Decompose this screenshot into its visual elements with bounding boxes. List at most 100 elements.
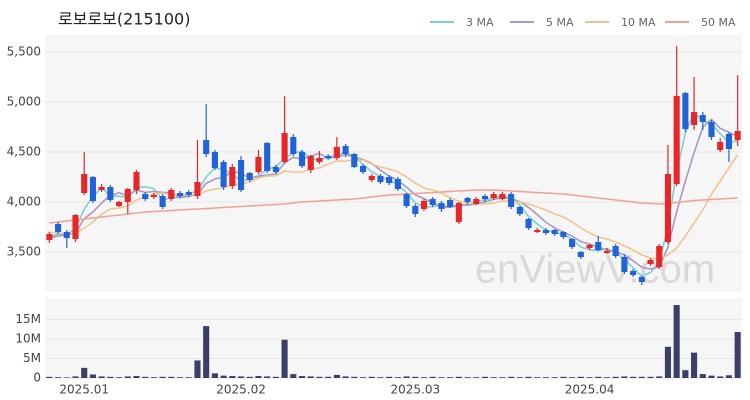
candle-body [621, 257, 628, 272]
candle-body [386, 177, 393, 183]
candle-body [159, 196, 166, 207]
candle-body [333, 147, 340, 158]
volume-bar [203, 326, 210, 378]
volume-bar [229, 376, 236, 378]
candle-body [81, 174, 88, 193]
candle-body [368, 176, 375, 180]
candle-body [447, 200, 454, 207]
volume-bar [673, 305, 680, 378]
volume-tick-label: 0 [33, 371, 41, 385]
candle-body [316, 158, 323, 162]
volume-bar [63, 377, 70, 378]
volume-bar [569, 377, 576, 378]
candle-body [638, 277, 645, 282]
volume-bar [176, 377, 184, 378]
candle-body [542, 230, 550, 233]
candle-body [630, 271, 637, 275]
candle-body [116, 202, 123, 206]
volume-bar [255, 376, 262, 378]
candle-body [63, 232, 70, 238]
x-tick-label: 2025.03 [390, 383, 440, 397]
ma-line [49, 154, 739, 260]
volume-bar [124, 376, 131, 378]
volume-bar [342, 376, 349, 378]
volume-bar [691, 352, 698, 378]
volume-bar [621, 376, 628, 378]
candle-body [72, 215, 79, 239]
candle-body [464, 198, 471, 202]
candle-body [455, 203, 462, 222]
candle-body [499, 194, 506, 199]
candle-body [168, 190, 175, 199]
watermark: enViewV.com [475, 248, 715, 292]
candle-body [420, 201, 428, 209]
volume-bar [116, 377, 123, 378]
x-tick-label: 2025.01 [59, 383, 109, 397]
candle-body [673, 96, 680, 184]
volume-bar [560, 376, 567, 378]
candle-body [664, 174, 671, 242]
ma-line [49, 118, 738, 270]
candle-body [682, 93, 689, 129]
volume-bar [586, 377, 593, 378]
y-tick-label: 4,000 [7, 195, 41, 209]
candle-body [412, 206, 419, 214]
candle-body [107, 187, 114, 200]
volume-bar [481, 376, 489, 378]
y-tick-label: 5,000 [7, 95, 41, 109]
candle-body [203, 140, 210, 154]
candle-body [359, 166, 367, 172]
volume-bar [377, 377, 384, 378]
candle-body [490, 194, 497, 198]
candle-body [717, 142, 724, 150]
volume-bar [551, 377, 558, 378]
candle-body [534, 230, 541, 232]
volume-bar [159, 376, 166, 378]
volume-tick-label: 5M [23, 351, 41, 365]
candle-body [281, 133, 288, 162]
candle-body [229, 167, 236, 186]
volume-bar [89, 374, 96, 378]
volume-bar [150, 377, 157, 378]
candle-body [734, 131, 741, 140]
volume-bar [725, 375, 732, 378]
volume-bar [333, 374, 340, 378]
legend-label: 10 MA [621, 16, 656, 29]
volume-bar [508, 376, 515, 378]
candle-body [612, 246, 619, 256]
candle-body [325, 156, 332, 158]
candle-body [525, 219, 532, 228]
volume-bar [133, 376, 140, 378]
volume-bar [464, 377, 471, 378]
y-tick-label: 3,500 [7, 245, 41, 259]
volume-bar [534, 377, 541, 378]
volume-bar [359, 377, 367, 378]
volume-bar [438, 377, 445, 378]
candle-body [55, 224, 62, 232]
volume-bar [386, 376, 393, 378]
volume-bar [272, 376, 279, 378]
candle-body [264, 143, 271, 171]
candle-body [185, 192, 192, 195]
ma-line [49, 189, 738, 224]
candle-body [246, 173, 253, 180]
volume-bar [142, 376, 149, 378]
volume-bar [412, 376, 419, 378]
volume-bar [490, 377, 497, 378]
volume-bar [516, 377, 523, 378]
volume-panel [45, 298, 742, 378]
candle-body [342, 146, 349, 154]
volume-tick-label: 10M [15, 331, 41, 345]
volume-bar [647, 376, 654, 378]
volume-bar [46, 376, 53, 378]
volume-bar [368, 376, 375, 378]
candle-body [394, 179, 401, 189]
volume-bar [699, 374, 706, 378]
candle-body [142, 194, 149, 199]
volume-bar [595, 376, 602, 378]
volume-bar [455, 376, 462, 378]
candle-body [176, 193, 184, 196]
candle-body [699, 115, 706, 122]
volume-bar [81, 367, 88, 378]
volume-bar [307, 376, 314, 378]
